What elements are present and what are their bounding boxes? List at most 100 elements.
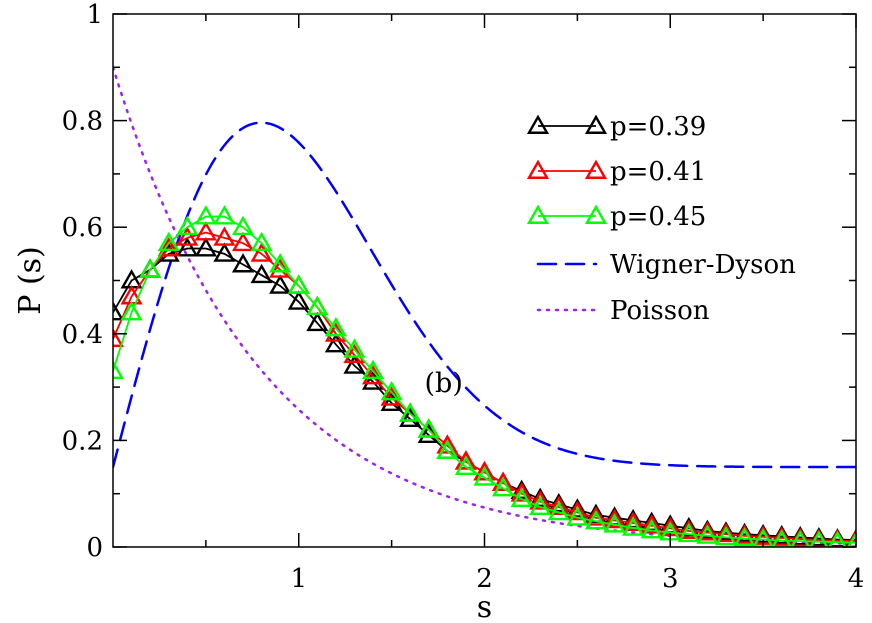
legend-p-0-45-marker-left [526, 204, 550, 224]
series-p-0-41-point [733, 524, 756, 544]
series-p-0-45-point [231, 215, 255, 236]
series-p-0-45-point [343, 338, 366, 358]
x-tick-label: 3 [662, 564, 679, 594]
series-p-0-45-point [510, 487, 533, 507]
series-p-0-41-point [510, 482, 533, 502]
series-p-0-45-point [847, 531, 856, 547]
series-p-0-41-point [231, 231, 255, 252]
series-p-0-39-point [176, 237, 199, 257]
series-p-0-41-point [770, 526, 793, 546]
series-p-0-41-point [640, 514, 663, 534]
series-p-0-45-point [139, 258, 162, 278]
plot-area [113, 66, 856, 547]
series-p-0-45-point [287, 274, 310, 294]
wigner-dyson-curve [113, 121, 856, 469]
series-p-0-39-point [113, 301, 125, 321]
series-p-0-39-point [343, 354, 366, 374]
series-p-0-45-point [790, 529, 811, 547]
legend-Poisson-label: Poisson [610, 296, 710, 326]
series-p-0-39-point [510, 479, 533, 499]
series-p-0-45-point [696, 524, 719, 544]
series-p-0-45-point [113, 359, 125, 380]
series-p-0-45-point [584, 509, 608, 530]
legend-p-0-39-marker-right [584, 114, 608, 134]
series-p-0-45-point [603, 513, 626, 533]
x-tick-label: 1 [290, 564, 307, 594]
y-tick-label: 0 [86, 533, 103, 563]
series-p-0-41-point [473, 460, 496, 481]
y-tick-label: 0.6 [62, 213, 103, 243]
series-p-0-41-point [113, 327, 125, 348]
series-p-0-45-point [324, 317, 347, 337]
series-p-0-45-point [120, 301, 143, 321]
series-p-0-39-point [566, 498, 589, 518]
series-p-0-45-point [547, 500, 570, 521]
series-p-0-41-point [176, 226, 199, 246]
series-p-0-41-point [194, 221, 217, 241]
series-p-0-41-point [454, 450, 477, 470]
legend-p-0-41-label: p=0.41 [610, 157, 706, 187]
legend-Wigner-Dyson-label: Wigner-Dyson [610, 250, 796, 280]
series-p-0-39-point [194, 237, 217, 257]
series-p-0-45-point [809, 530, 829, 547]
axis-ticks [113, 13, 857, 548]
series-p-0-45-point [771, 529, 792, 547]
series-p-0-39-point [324, 333, 347, 353]
panel-annotation: (b) [425, 368, 463, 399]
series-p-0-41-point [529, 490, 552, 510]
legend: p=0.39 p=0.41 p=0.45 Wigner-Dyson Poisson [526, 112, 796, 326]
series-p-0-41-point [547, 495, 570, 515]
series-p-0-41-point [584, 506, 608, 526]
series-p-0-45-point [733, 527, 756, 547]
legend-p-0-41-marker-right [584, 159, 608, 179]
series-p-0-45-point [380, 381, 403, 401]
y-tick-label: 0.4 [62, 320, 103, 350]
series-p-0-45-point [492, 476, 515, 497]
legend-p-0-41-marker-left [526, 159, 550, 179]
series-p-0-41-point [157, 237, 180, 257]
series-p-0-39-point [547, 492, 570, 513]
series-p-0-41-point [622, 511, 645, 531]
series-p-0-39-point [250, 263, 273, 284]
series-p-0-45-point [454, 455, 477, 475]
series-p-0-45-point [417, 418, 440, 438]
series-p-0-45-point [399, 402, 422, 422]
series-p-0-41-point [677, 519, 700, 539]
series-p-0-45-point [640, 519, 663, 539]
series-p-0-39-point [287, 290, 310, 310]
series-p-0-39-point [231, 253, 255, 273]
series-p-0-45-point [213, 205, 236, 225]
series-p-0-45-point [566, 506, 589, 526]
series-p-0-39-point [213, 242, 236, 262]
x-axis-label: s [477, 590, 492, 623]
x-tick-label: 2 [476, 564, 493, 594]
y-tick-label: 0.8 [62, 107, 103, 137]
y-tick-label: 0.2 [62, 426, 103, 456]
series-p-0-41-point [566, 500, 589, 521]
series-p-0-41-point [492, 471, 515, 491]
series-p-0-41-point [250, 242, 273, 262]
series-p-0-39-point [529, 487, 552, 507]
series-p-0-41-point [696, 521, 719, 541]
legend-p-0-39-label: p=0.39 [610, 112, 706, 142]
series-p-0-45-point [473, 466, 496, 486]
series-p-0-45-point [306, 295, 329, 316]
series-p-0-45-point [194, 205, 217, 225]
series-p-0-45-point [157, 231, 180, 252]
series-p-0-45-point [250, 231, 273, 252]
series-p-0-45-point [529, 495, 552, 515]
series-p-0-39-point [269, 274, 292, 294]
series-p-0-45-point [828, 530, 847, 547]
series-p-0-45-point [714, 525, 738, 546]
series-p-0-45-point [622, 516, 645, 536]
legend-p-0-39-marker-left [526, 114, 550, 134]
series-p-0-45-point [269, 253, 292, 273]
series-p-0-41-point [714, 522, 738, 543]
legend-p-0-45-label: p=0.45 [610, 202, 706, 232]
series-p-0-45-point [677, 522, 700, 543]
series-p-0-45-point [361, 359, 385, 380]
series-p-0-39-point [306, 311, 329, 332]
y-axis-label: P (s) [13, 246, 48, 315]
